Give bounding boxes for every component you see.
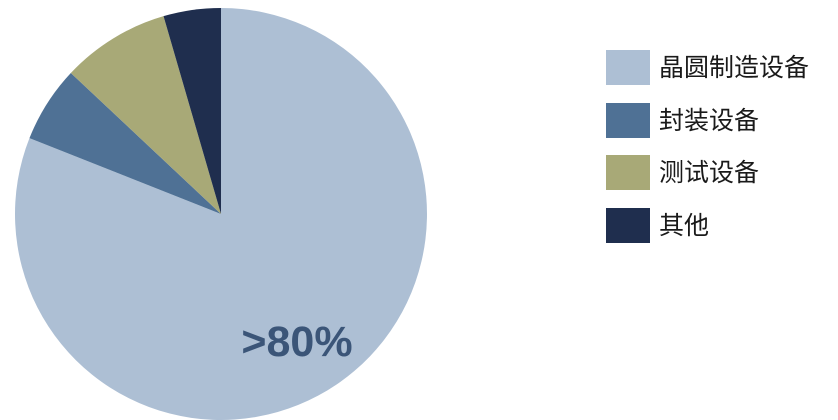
legend-swatch xyxy=(606,102,650,138)
legend-item: 其他 xyxy=(606,207,838,243)
legend-label: 测试设备 xyxy=(659,158,760,187)
legend-label: 其他 xyxy=(659,210,710,240)
pie-chart: >80% xyxy=(14,8,427,420)
legend-item: 封装设备 xyxy=(606,102,838,138)
pie-slice-4 xyxy=(163,8,221,214)
legend-label: 晶圆制造设备 xyxy=(659,53,810,82)
legend-swatch xyxy=(606,155,650,190)
legend-swatch xyxy=(606,50,650,85)
pie-slice-2 xyxy=(29,72,221,214)
slice-data-label: >80% xyxy=(241,318,352,366)
legend-item: 测试设备 xyxy=(606,155,838,190)
pie-slice-3 xyxy=(70,16,222,214)
legend-label: 封装设备 xyxy=(659,105,760,135)
legend-swatch xyxy=(606,207,650,243)
legend-item: 晶圆制造设备 xyxy=(606,50,838,85)
pie-slice-1 xyxy=(14,8,427,420)
legend: 晶圆制造设备 封装设备测试设备其他 xyxy=(606,50,838,260)
